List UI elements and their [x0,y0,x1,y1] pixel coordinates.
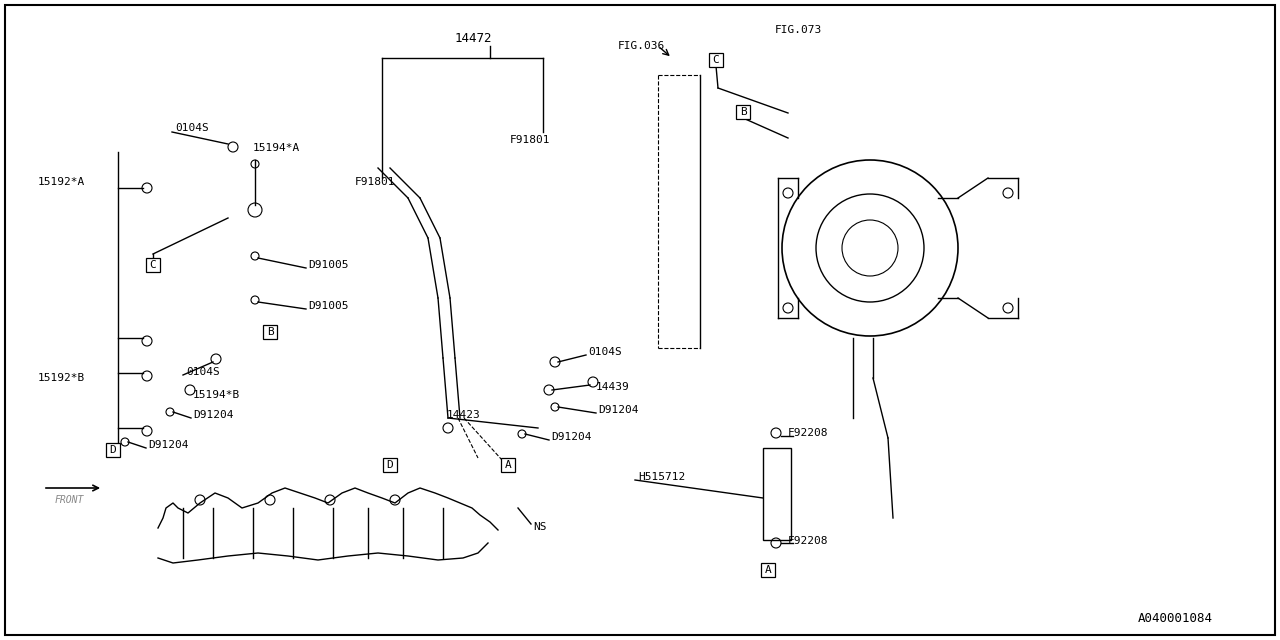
Bar [762,563,774,577]
Text: 0104S: 0104S [175,123,209,133]
Text: B: B [740,107,746,117]
Text: 15192*B: 15192*B [38,373,86,383]
Text: D91204: D91204 [598,405,639,415]
Text: B: B [266,327,274,337]
Text: D91204: D91204 [550,432,591,442]
Text: F91801: F91801 [509,135,550,145]
Bar [106,443,120,457]
Text: 0104S: 0104S [186,367,220,377]
Text: A040001084: A040001084 [1138,611,1213,625]
Text: D91204: D91204 [193,410,233,420]
Text: D91204: D91204 [148,440,188,450]
Text: C: C [150,260,156,270]
Text: F92208: F92208 [788,536,828,546]
Text: FRONT: FRONT [55,495,84,505]
Text: F92208: F92208 [788,428,828,438]
Text: D: D [387,460,393,470]
Bar [736,105,750,119]
Text: 15194*A: 15194*A [253,143,301,153]
Text: D: D [110,445,116,455]
Text: FIG.036: FIG.036 [618,41,666,51]
Text: C: C [713,55,719,65]
Text: 15194*B: 15194*B [193,390,241,400]
Text: H515712: H515712 [637,472,685,482]
Text: 15192*A: 15192*A [38,177,86,187]
Text: 14472: 14472 [454,31,493,45]
Text: 14439: 14439 [596,382,630,392]
Bar [262,325,276,339]
Text: 0104S: 0104S [588,347,622,357]
Text: A: A [764,565,772,575]
Bar [763,448,791,540]
Text: 14423: 14423 [447,410,481,420]
Bar [383,458,397,472]
Text: NS: NS [532,522,547,532]
Bar [146,258,160,272]
Text: F91801: F91801 [355,177,396,187]
Text: D91005: D91005 [308,260,348,270]
Text: D91005: D91005 [308,301,348,311]
Text: A: A [504,460,512,470]
Bar [709,53,723,67]
Bar [500,458,515,472]
Text: FIG.073: FIG.073 [774,25,822,35]
